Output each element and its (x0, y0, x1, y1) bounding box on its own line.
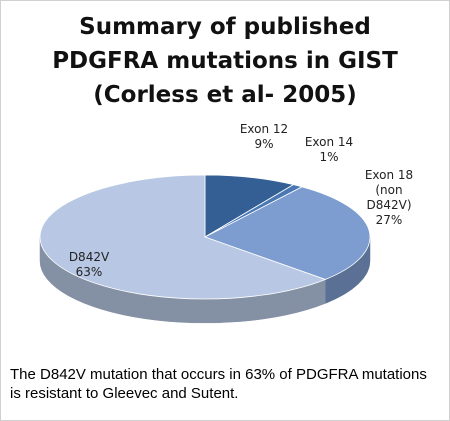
value-label: 1% (319, 150, 339, 164)
data-label: Exon 14 1% (298, 135, 360, 165)
data-label: Exon 18 (non D842V) 27% (358, 168, 420, 228)
chart-title: Summary of published PDGFRA mutations in… (52, 14, 398, 108)
category-label: Exon 12 (239, 122, 289, 136)
caption: The D842V mutation that occurs in 63% of… (10, 366, 427, 402)
value-label: 9% (254, 137, 274, 151)
value-label: 27% (375, 213, 403, 227)
category-label: Exon 18 (non D842V) (364, 168, 414, 212)
category-label: D842V (68, 250, 110, 264)
pie-slice (39, 174, 327, 300)
pie-slice (203, 186, 371, 280)
data-label: Exon 12 9% (233, 122, 295, 152)
data-label: D842V 63% (58, 250, 120, 280)
category-label: Exon 14 (304, 135, 354, 149)
pie-slice (204, 174, 295, 238)
value-label: 63% (75, 265, 103, 279)
